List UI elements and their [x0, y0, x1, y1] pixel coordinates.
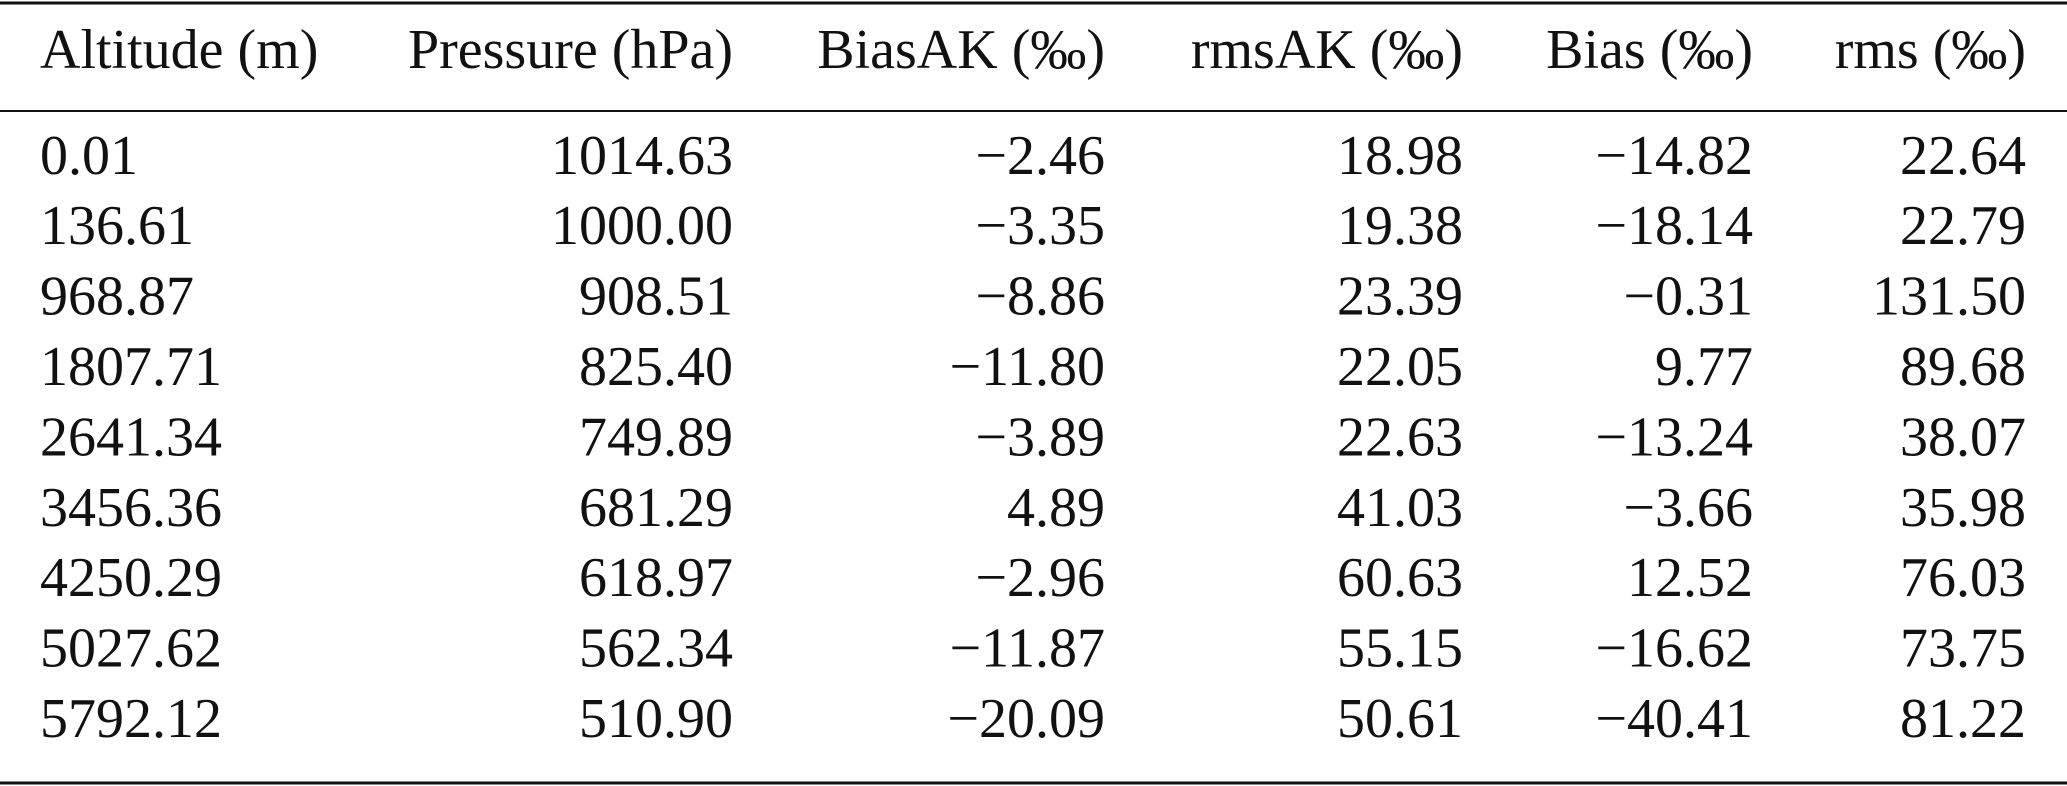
table-cell: 4250.29	[40, 547, 222, 609]
table-cell: 19.38	[1337, 195, 1463, 257]
table-cell: 968.87	[40, 266, 194, 328]
table-cell: 510.90	[579, 688, 733, 750]
table-cell: −20.09	[947, 688, 1105, 750]
table-cell: 41.03	[1337, 477, 1463, 539]
table-cell: −13.24	[1595, 406, 1753, 468]
column-header: Altitude (m)	[40, 19, 318, 81]
column-header: rmsAK (‰)	[1191, 19, 1463, 81]
table-cell: −11.80	[949, 336, 1105, 398]
table-cell: 4.89	[1007, 477, 1105, 539]
table-cell: −3.66	[1623, 477, 1753, 539]
column-header: rms (‰)	[1835, 19, 2026, 81]
column-header: Pressure (hPa)	[408, 19, 733, 81]
table-cell: 23.39	[1337, 266, 1463, 328]
table-cell: 22.63	[1337, 406, 1463, 468]
table-cell: −8.86	[975, 266, 1105, 328]
table-cell: −2.96	[975, 547, 1105, 609]
table-cell: 12.52	[1627, 547, 1753, 609]
table-cell: −40.41	[1595, 688, 1753, 750]
table-cell: 55.15	[1337, 618, 1463, 680]
table-cell: 89.68	[1900, 336, 2026, 398]
table-cell: 1014.63	[551, 125, 733, 187]
table-cell: 749.89	[579, 406, 733, 468]
table-cell: −16.62	[1595, 618, 1753, 680]
table-cell: 908.51	[579, 266, 733, 328]
table-cell: −11.87	[949, 618, 1105, 680]
table-cell: 1807.71	[40, 336, 222, 398]
column-header: BiasAK (‰)	[817, 19, 1105, 81]
table-cell: −14.82	[1595, 125, 1753, 187]
table-cell: 50.61	[1337, 688, 1463, 750]
table-cell: 136.61	[40, 195, 194, 257]
table-cell: 35.98	[1900, 477, 2026, 539]
column-header: Bias (‰)	[1546, 19, 1753, 81]
table-cell: 76.03	[1900, 547, 2026, 609]
table-cell: 18.98	[1337, 125, 1463, 187]
table-cell: 2641.34	[40, 406, 222, 468]
table-cell: 3456.36	[40, 477, 222, 539]
table-cell: 60.63	[1337, 547, 1463, 609]
table-cell: −18.14	[1595, 195, 1753, 257]
table-cell: 73.75	[1900, 618, 2026, 680]
table-cell: 618.97	[579, 547, 733, 609]
table-cell: 38.07	[1900, 406, 2026, 468]
table-cell: 1000.00	[551, 195, 733, 257]
table-cell: 22.79	[1900, 195, 2026, 257]
table-cell: −3.35	[975, 195, 1105, 257]
table-cell: −3.89	[975, 406, 1105, 468]
table-cell: −2.46	[975, 125, 1105, 187]
table-cell: 131.50	[1872, 266, 2026, 328]
table-cell: −0.31	[1623, 266, 1753, 328]
table-cell: 681.29	[579, 477, 733, 539]
table-cell: 562.34	[579, 618, 733, 680]
table-cell: 5027.62	[40, 618, 222, 680]
table-cell: 81.22	[1900, 688, 2026, 750]
table-cell: 22.05	[1337, 336, 1463, 398]
table-cell: 0.01	[40, 125, 138, 187]
table-cell: 825.40	[579, 336, 733, 398]
table-cell: 9.77	[1655, 336, 1753, 398]
table-cell: 22.64	[1900, 125, 2026, 187]
table-cell: 5792.12	[40, 688, 222, 750]
